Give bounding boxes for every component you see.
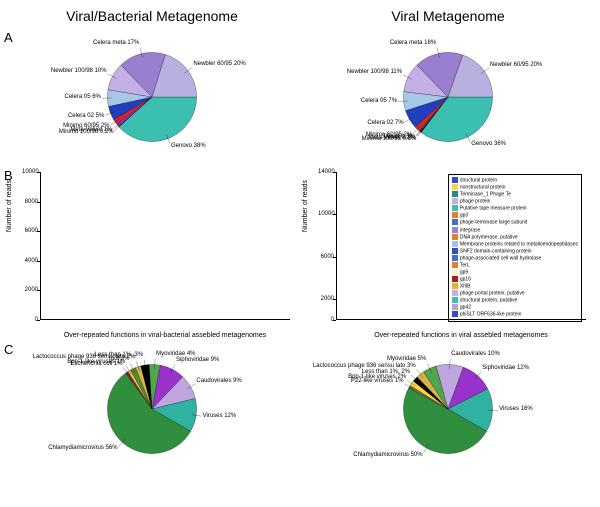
pie-slice-label: Newbler 100/98 10% [51,68,107,74]
pie-slice-label: Newbler 60/95 20% [193,61,245,67]
pie-slice-label: Siphoviridae 12% [482,365,529,371]
pie-slice-label: Celera meta 17% [93,40,139,46]
row-c: C Chlamydiamicrovirus 56%Escherichia col… [8,340,592,478]
pie-slice-label: Bpp-1-like viruses 2% [348,374,406,380]
pie-a-left: Genovo 38%Minimo 100/98 0.2%Meta-Velvet … [87,32,217,162]
pie-slice-label: Chlamydiamicrovirus 50% [353,452,422,458]
pie-slice-label: Less than 1%, 3% [95,352,143,358]
bar-chart-left: Number of reads Over-repeated functions … [8,166,296,340]
pie-slice-label: Caudovirales 9% [196,378,241,384]
pie-slice-label: Minimo 60/95 2% [366,132,412,138]
pie-slice-label: Less than 1%, 2% [362,369,410,375]
y-tick: 10000 [22,169,38,175]
pie-slice-label: Celera 05 7% [361,98,397,104]
pie-c-right: Chlamydiamicrovirus 50%P22-like viruses … [383,344,513,474]
pie-slice-label: Siphoviridae 9% [176,357,219,363]
y-tick: 2000 [318,296,334,302]
y-tick: 8000 [22,199,38,205]
pie-slice-label: Lactococcus phage 936 sensu lato 3% [313,363,416,369]
pie-a-right: Genovo 36%Minimo 100/98 0.3%Meta-Velvet … [383,32,513,162]
pie-slice-label: Genovo 38% [171,143,206,149]
y-tick: 6000 [22,228,38,234]
pie-slice-label: Genovo 36% [471,141,506,147]
row-a: A Genovo 38%Minimo 100/98 0.2%Meta-Velve… [8,28,592,166]
ylabel-right: Number of reads [302,180,309,232]
y-tick: 0 [318,317,334,323]
title-right: Viral Metagenome [304,8,592,28]
pie-slice-label: Viruses 16% [499,406,533,412]
header-row: Viral/Bacterial Metagenome Viral Metagen… [8,8,592,28]
y-tick: 0 [22,317,38,323]
pie-slice-label: Viruses 12% [203,413,237,419]
xlabel-right: Over-repeated functions in viral asseble… [336,332,586,339]
pie-slice-label: Celera meta 18% [390,40,436,46]
pie-slice-label: Chlamydiamicrovirus 56% [48,445,117,451]
xlabel-left: Over-repeated functions in viral-bacteri… [40,332,290,339]
bar-chart-right: Number of reads Over-repeated functions … [304,166,592,340]
pie-slice-label: Myoviridae 5% [387,356,426,362]
pie-slice-label: Celera 02 5% [68,113,104,119]
row-b: B Number of reads Over-repeated function… [8,166,592,340]
y-tick: 10000 [318,211,334,217]
pie-slice-label: Celera 05 6% [65,94,101,100]
y-tick: 4000 [22,258,38,264]
pie-slice-label: Newbler 60/95 20% [490,62,542,68]
y-tick: 6000 [318,254,334,260]
pie-slice-label: Newbler 100/98 11% [347,69,402,75]
y-tick: 2000 [22,287,38,293]
pie-slice-label: Minimo 60/95 2% [63,123,109,129]
title-left: Viral/Bacterial Metagenome [8,8,296,28]
y-tick: 14000 [318,169,334,175]
pie-slice-label: Caudovirales 10% [451,351,500,357]
pie-slice-label: Celera 02 7% [367,120,403,126]
pie-c-left: Chlamydiamicrovirus 56%Escherichia coli … [87,344,217,474]
ylabel-left: Number of reads [6,180,13,232]
